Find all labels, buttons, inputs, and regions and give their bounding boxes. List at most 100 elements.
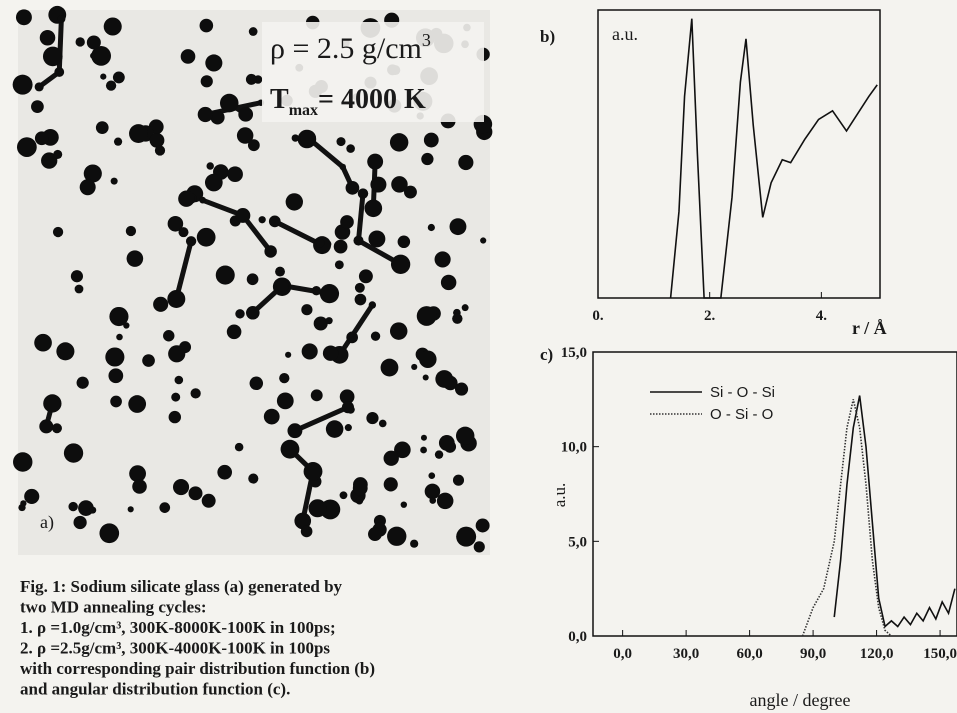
atom	[303, 462, 323, 481]
atom	[368, 301, 377, 309]
atom	[313, 316, 328, 331]
x-axis-label: angle / degree	[750, 690, 851, 710]
atom	[367, 153, 384, 170]
atom	[100, 73, 107, 80]
atom	[440, 274, 457, 291]
atom	[24, 488, 40, 504]
atom	[368, 527, 382, 542]
atom	[185, 236, 197, 247]
atom	[419, 350, 437, 368]
atom	[215, 265, 235, 285]
legend-label: Si - O - Si	[710, 384, 775, 401]
plot-frame	[592, 351, 957, 637]
atom	[109, 307, 127, 324]
x-tick-label: 60,0	[736, 646, 762, 662]
x-tick-label: 120,0	[860, 646, 894, 662]
atom	[275, 266, 285, 277]
atom	[43, 394, 62, 413]
atom	[368, 230, 386, 248]
atom	[400, 501, 408, 508]
atom	[57, 15, 66, 24]
atom	[294, 512, 312, 530]
y-tick-label: 15,0	[561, 345, 587, 361]
atom	[56, 342, 75, 361]
atom	[126, 250, 144, 267]
atom	[54, 67, 65, 77]
x-tick-label: 0.	[592, 308, 604, 324]
atom	[15, 9, 32, 26]
atom	[345, 180, 360, 195]
atom	[188, 486, 203, 501]
x-tick-label: 4.	[816, 308, 828, 324]
y-tick-label: 0,0	[568, 629, 587, 645]
x-tick-label: 90,0	[800, 646, 826, 662]
atom	[16, 137, 37, 157]
atom	[226, 324, 242, 340]
atom	[168, 410, 182, 424]
atom	[410, 539, 419, 548]
atom	[434, 450, 444, 459]
atom	[301, 304, 313, 316]
x-axis-label: r / Å	[852, 318, 887, 338]
atom	[132, 479, 147, 494]
atom	[178, 190, 195, 207]
atom	[249, 376, 264, 391]
atom	[421, 152, 434, 166]
atom	[434, 251, 451, 268]
temp-sub: max	[289, 102, 318, 119]
atom	[201, 493, 216, 508]
atom	[325, 420, 344, 438]
atom	[217, 464, 233, 480]
atom	[354, 293, 367, 306]
y-axis-label: a.u.	[612, 24, 638, 44]
atom	[383, 450, 399, 466]
atom	[63, 443, 84, 463]
data-line	[801, 399, 892, 637]
atom	[366, 411, 379, 425]
atom	[364, 199, 383, 218]
temperature-label: Tmax= 4000 K	[270, 84, 426, 119]
panel-label: a)	[40, 512, 54, 533]
atom	[20, 500, 27, 507]
atom	[113, 137, 123, 146]
atom	[75, 37, 85, 47]
atom	[301, 343, 318, 360]
atom	[475, 518, 490, 533]
atom	[235, 309, 245, 319]
atom	[300, 130, 316, 146]
density-text: ρ = 2.5 g/cm	[270, 32, 422, 65]
atom	[127, 506, 134, 513]
x-tick-label: 2.	[704, 308, 716, 324]
bond	[240, 213, 273, 253]
bond	[337, 303, 375, 357]
atom	[199, 196, 206, 204]
atom	[473, 541, 485, 553]
structure-image	[12, 5, 493, 555]
atom	[353, 235, 364, 246]
atom	[105, 347, 125, 367]
density-label: ρ = 2.5 g/cm3	[270, 30, 431, 65]
atom	[461, 304, 469, 312]
atom	[339, 163, 347, 171]
atom	[129, 124, 148, 143]
atom	[128, 395, 147, 413]
atom	[378, 419, 387, 428]
caption-line: and angular distribution function (c).	[20, 680, 290, 699]
atom	[13, 452, 33, 472]
atom	[397, 235, 411, 249]
atom	[276, 392, 294, 410]
atom	[311, 286, 322, 296]
atom	[116, 333, 123, 341]
atom	[154, 145, 166, 156]
atom	[310, 389, 323, 402]
atom	[108, 368, 124, 384]
bond	[356, 193, 366, 241]
atom	[246, 305, 260, 320]
atom	[339, 491, 348, 500]
atom	[245, 73, 257, 85]
atom	[268, 215, 281, 228]
atom	[411, 363, 418, 371]
atom	[204, 173, 223, 192]
atom	[458, 154, 474, 171]
atom	[34, 131, 49, 146]
